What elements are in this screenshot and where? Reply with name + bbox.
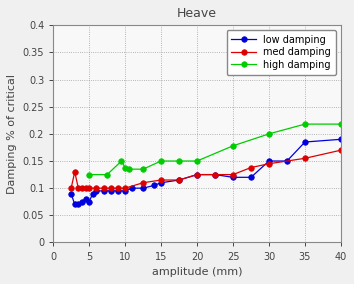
med damping (116, 187, 120, 190)
high damping (141, 168, 145, 171)
high damping (159, 159, 163, 163)
med damping (94, 187, 98, 190)
Title: Heave: Heave (177, 7, 217, 20)
high damping (339, 122, 343, 126)
low damping (84, 197, 88, 201)
low damping (213, 173, 217, 176)
low damping (285, 159, 289, 163)
low damping (231, 176, 235, 179)
high damping (105, 173, 109, 176)
low damping (101, 189, 105, 193)
high damping (303, 122, 307, 126)
med damping (303, 156, 307, 160)
med damping (76, 187, 80, 190)
med damping (177, 178, 181, 182)
low damping (109, 189, 113, 193)
high damping (195, 159, 199, 163)
low damping (91, 192, 95, 195)
low damping (159, 181, 163, 184)
high damping (119, 159, 124, 163)
med damping (159, 178, 163, 182)
med damping (339, 149, 343, 152)
Y-axis label: Damping % of critical: Damping % of critical (7, 74, 17, 194)
low damping (195, 173, 199, 176)
med damping (109, 187, 113, 190)
high damping (267, 132, 271, 135)
med damping (69, 187, 73, 190)
low damping (73, 203, 77, 206)
low damping (177, 178, 181, 182)
low damping (152, 184, 156, 187)
high damping (177, 159, 181, 163)
high damping (123, 166, 127, 169)
Line: med damping: med damping (68, 147, 344, 191)
X-axis label: amplitude (mm): amplitude (mm) (152, 267, 242, 277)
med damping (84, 187, 88, 190)
med damping (101, 187, 105, 190)
med damping (249, 166, 253, 169)
med damping (213, 173, 217, 176)
low damping (76, 203, 80, 206)
low damping (80, 200, 84, 203)
low damping (123, 189, 127, 193)
low damping (339, 138, 343, 141)
med damping (231, 173, 235, 176)
Line: low damping: low damping (68, 137, 344, 207)
med damping (195, 173, 199, 176)
high damping (127, 168, 131, 171)
Legend: low damping, med damping, high damping: low damping, med damping, high damping (227, 30, 336, 75)
low damping (303, 140, 307, 144)
med damping (141, 181, 145, 184)
med damping (267, 162, 271, 166)
low damping (116, 189, 120, 193)
high damping (87, 173, 91, 176)
low damping (267, 159, 271, 163)
low damping (69, 192, 73, 195)
low damping (94, 189, 98, 193)
med damping (73, 170, 77, 174)
med damping (87, 187, 91, 190)
high damping (231, 144, 235, 147)
low damping (87, 200, 91, 203)
low damping (249, 176, 253, 179)
low damping (130, 187, 135, 190)
med damping (123, 187, 127, 190)
med damping (80, 187, 84, 190)
low damping (141, 187, 145, 190)
Line: high damping: high damping (86, 121, 344, 178)
